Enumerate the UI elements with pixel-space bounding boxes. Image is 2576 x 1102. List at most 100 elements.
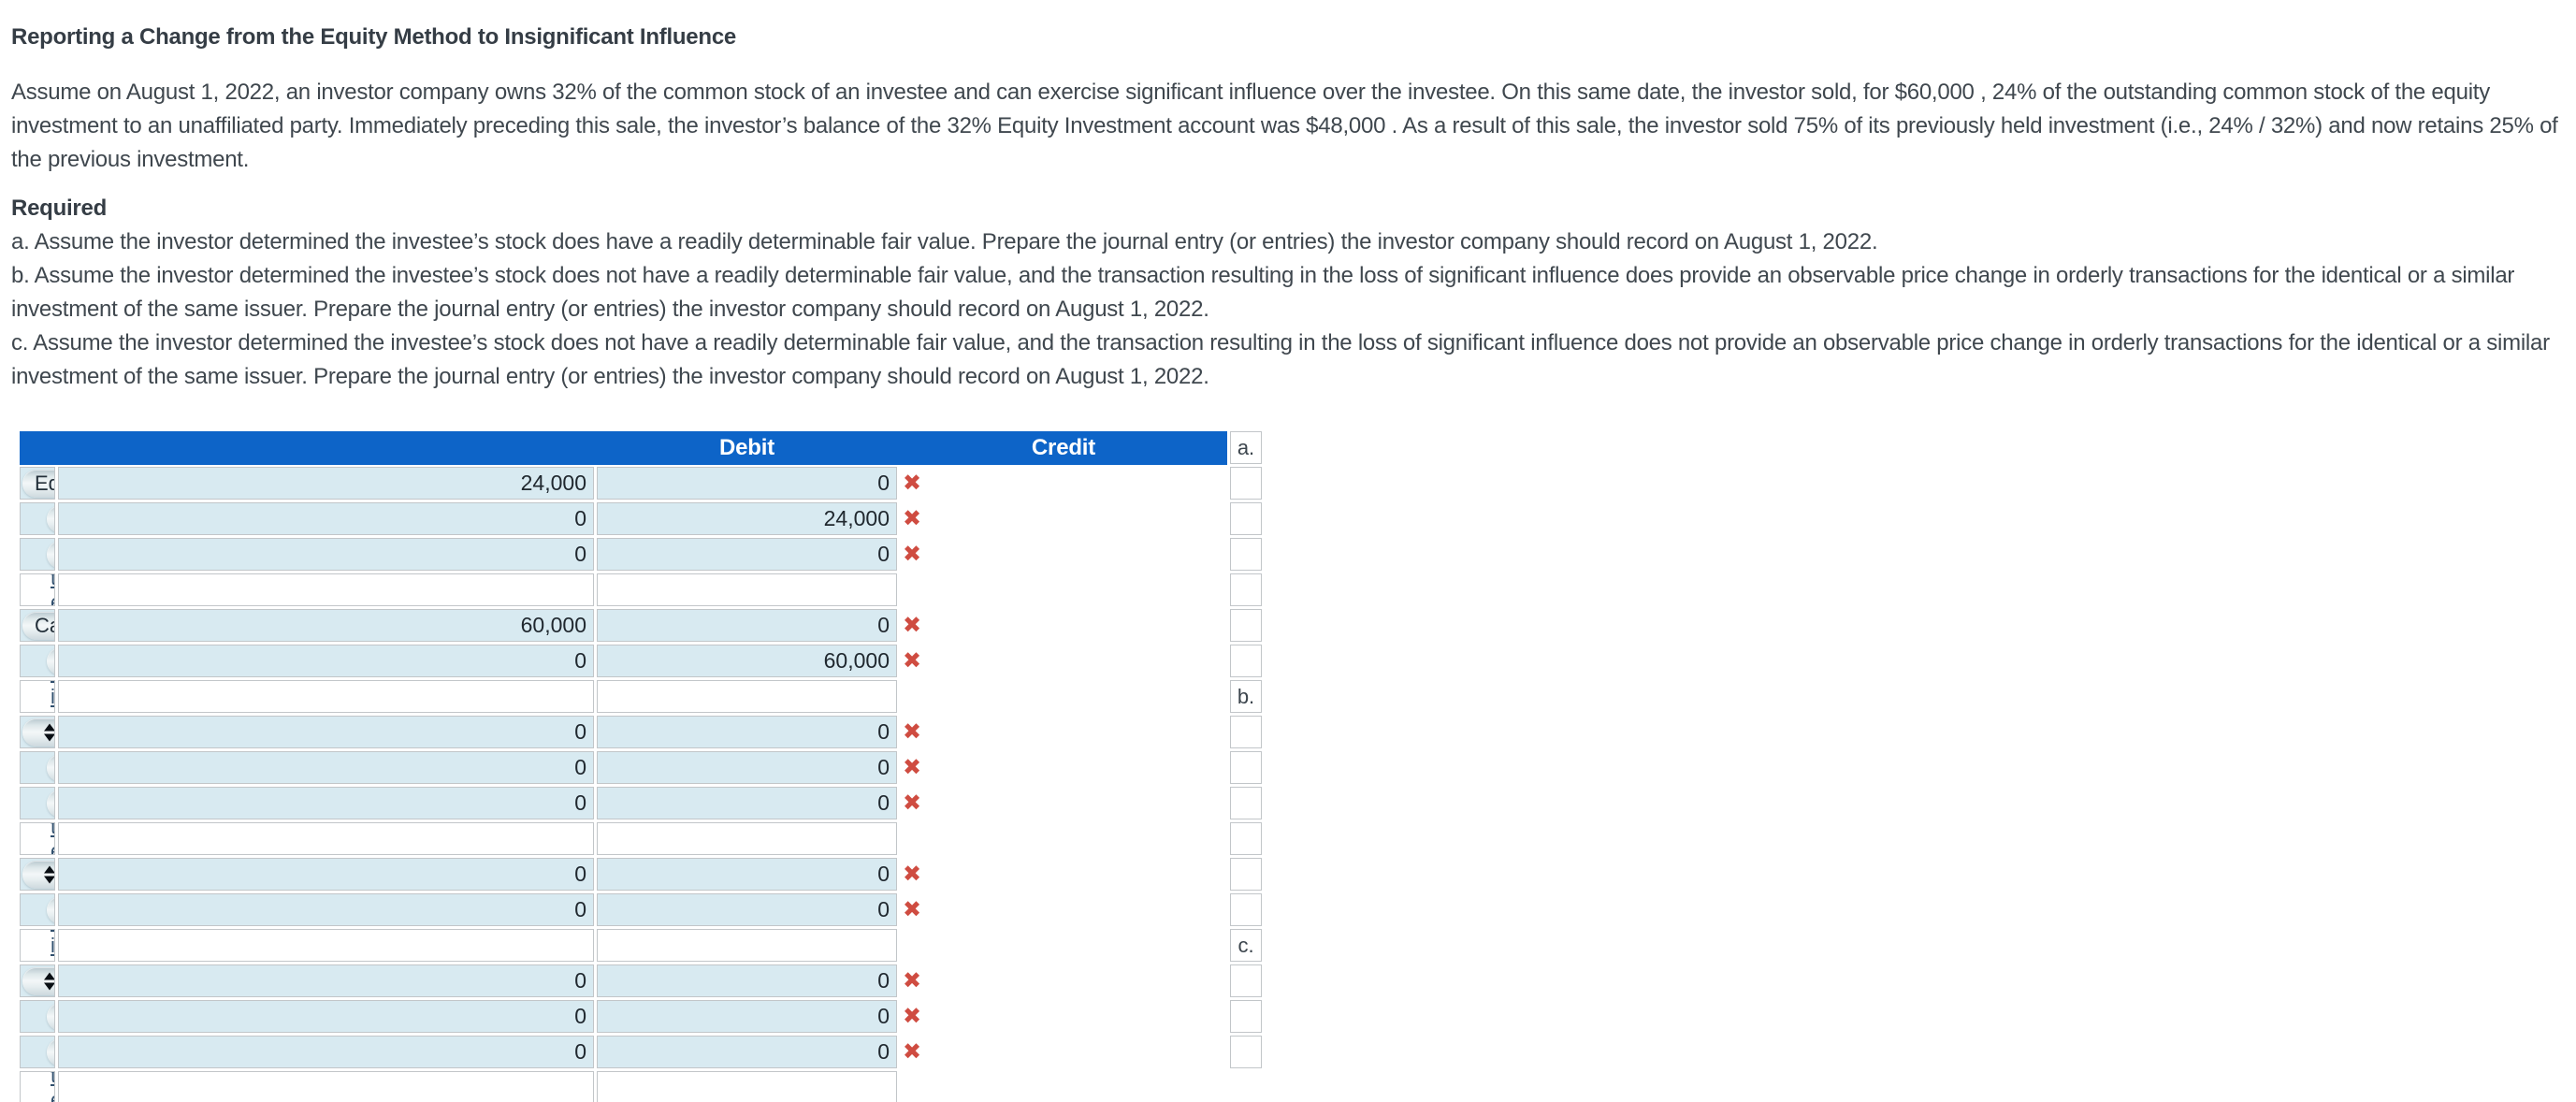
account-select[interactable]: Unrealized holding gain (in net income) xyxy=(47,504,54,533)
debit-input[interactable]: 0 xyxy=(58,1036,594,1068)
requirement-b: b. Assume the investor determined the in… xyxy=(11,263,2515,322)
account-select[interactable] xyxy=(22,718,54,747)
error-icon: ✖ xyxy=(903,861,922,887)
error-icon: ✖ xyxy=(903,967,922,993)
account-cell: Unrealized holding gain (in net income) xyxy=(20,502,55,535)
account-cell xyxy=(20,716,55,748)
debit-input[interactable]: 60,000 xyxy=(58,609,594,642)
error-cell: ✖ xyxy=(900,964,1227,997)
error-cell: ✖ xyxy=(900,787,1227,819)
account-select[interactable] xyxy=(47,789,54,818)
account-select[interactable] xyxy=(47,1037,54,1066)
note-cell: (to adjust the equity investment to fair… xyxy=(20,929,55,962)
account-select[interactable] xyxy=(22,966,54,995)
row-label xyxy=(1230,751,1262,784)
account-cell: Equity investment xyxy=(20,645,55,677)
credit-input[interactable]: 0 xyxy=(597,787,897,819)
row-label xyxy=(1230,538,1262,571)
error-icon: ✖ xyxy=(903,1038,922,1065)
entry-note: (to record the sale of equity securities… xyxy=(51,823,54,854)
row-label: c. xyxy=(1230,929,1262,962)
row-label-text: c. xyxy=(1237,933,1254,957)
debit-input[interactable]: 24,000 xyxy=(58,467,594,500)
note-cell: (to record the sale of equity securities… xyxy=(20,822,55,855)
debit-input[interactable]: 0 xyxy=(58,858,594,891)
page-title: Reporting a Change from the Equity Metho… xyxy=(11,24,737,50)
row-label xyxy=(1230,1000,1262,1033)
empty-credit-cell xyxy=(597,929,897,962)
account-select[interactable]: Cash xyxy=(22,611,54,640)
credit-input[interactable]: 0 xyxy=(597,538,897,571)
account-select-value: Cash xyxy=(35,613,54,637)
credit-input[interactable]: 0 xyxy=(597,609,897,642)
empty-credit-cell xyxy=(597,822,897,855)
note-cell: (to record the sale of equity securities… xyxy=(20,1071,55,1102)
account-cell xyxy=(20,1000,55,1033)
debit-input[interactable]: 0 xyxy=(58,893,594,926)
account-select[interactable] xyxy=(22,860,54,889)
account-select[interactable] xyxy=(47,540,54,569)
empty-debit-cell xyxy=(58,1071,594,1102)
empty-debit-cell xyxy=(58,822,594,855)
credit-input[interactable]: 0 xyxy=(597,858,897,891)
error-cell: ✖ xyxy=(900,716,1227,748)
credit-input[interactable]: 60,000 xyxy=(597,645,897,677)
row-label xyxy=(1230,502,1262,535)
credit-input[interactable]: 0 xyxy=(597,1000,897,1033)
row-label: a. xyxy=(1230,431,1262,464)
credit-input[interactable]: 0 xyxy=(597,964,897,997)
row-label xyxy=(1230,822,1262,855)
error-icon: ✖ xyxy=(903,718,922,745)
required-heading: Required xyxy=(11,196,108,221)
row-label-text: a. xyxy=(1237,435,1255,459)
empty-credit-cell xyxy=(597,680,897,713)
row-label xyxy=(1230,787,1262,819)
account-cell xyxy=(20,964,55,997)
account-cell: Cash xyxy=(20,609,55,642)
error-cell xyxy=(900,822,1227,855)
row-label xyxy=(1230,893,1262,926)
account-select[interactable] xyxy=(47,753,54,782)
credit-input[interactable]: 0 xyxy=(597,716,897,748)
note-cell: (to adjust the equity investment to fair… xyxy=(20,680,55,713)
error-cell: ✖ xyxy=(900,893,1227,926)
credit-input[interactable]: 0 xyxy=(597,467,897,500)
debit-input[interactable]: 0 xyxy=(58,964,594,997)
empty-debit-cell xyxy=(58,680,594,713)
account-cell xyxy=(20,538,55,571)
error-icon: ✖ xyxy=(903,754,922,780)
error-icon: ✖ xyxy=(903,790,922,816)
error-cell: ✖ xyxy=(900,1036,1227,1068)
debit-input[interactable]: 0 xyxy=(58,502,594,535)
debit-input[interactable]: 0 xyxy=(58,751,594,784)
table-header: Debit Credit xyxy=(20,431,1227,465)
row-label xyxy=(1230,1036,1262,1068)
row-label-text: b. xyxy=(1237,684,1255,708)
account-cell xyxy=(20,751,55,784)
error-cell: ✖ xyxy=(900,1000,1227,1033)
debit-input[interactable]: 0 xyxy=(58,1000,594,1033)
credit-input[interactable]: 0 xyxy=(597,1036,897,1068)
requirement-c: c. Assume the investor determined the in… xyxy=(11,330,2550,389)
entry-note: (to record the sale of equity securities… xyxy=(51,1072,54,1102)
account-select[interactable]: Equity investment xyxy=(22,469,54,498)
journal-entry-table: Debit Credit a. Equity investment 24,000… xyxy=(20,431,1262,1102)
account-select[interactable]: Equity investment xyxy=(47,646,54,675)
error-icon: ✖ xyxy=(903,612,922,638)
row-label xyxy=(1230,964,1262,997)
credit-input[interactable]: 0 xyxy=(597,751,897,784)
account-select-value: Equity investment xyxy=(35,471,54,495)
account-select[interactable] xyxy=(47,1002,54,1031)
error-cell xyxy=(900,1071,1227,1102)
debit-input[interactable]: 0 xyxy=(58,645,594,677)
error-cell: ✖ xyxy=(900,502,1227,535)
account-cell xyxy=(20,858,55,891)
credit-input[interactable]: 24,000 xyxy=(597,502,897,535)
debit-input[interactable]: 0 xyxy=(58,787,594,819)
select-spinner-icon xyxy=(44,723,54,741)
debit-input[interactable]: 0 xyxy=(58,538,594,571)
credit-input[interactable]: 0 xyxy=(597,893,897,926)
account-select[interactable] xyxy=(47,895,54,924)
debit-input[interactable]: 0 xyxy=(58,716,594,748)
